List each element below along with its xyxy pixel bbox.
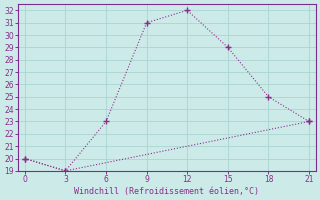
X-axis label: Windchill (Refroidissement éolien,°C): Windchill (Refroidissement éolien,°C) [75,187,260,196]
